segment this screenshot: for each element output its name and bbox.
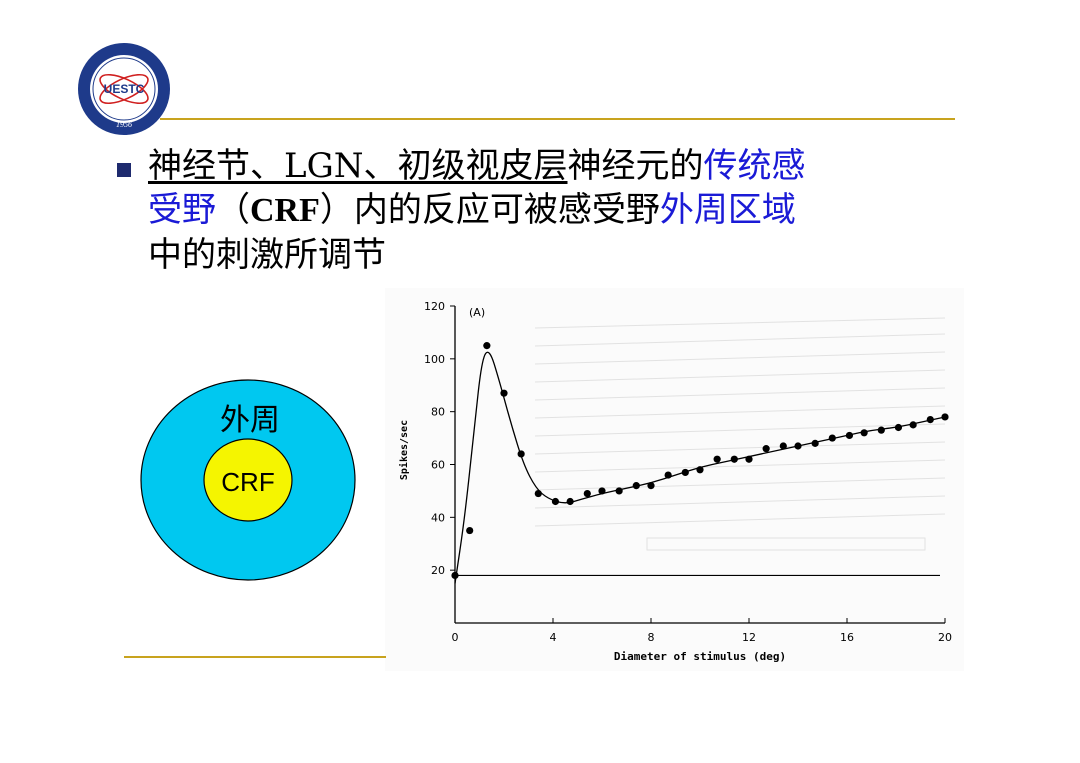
bullet-text: 神经节、LGN、初级视皮层神经元的传统感 受野（CRF）内的反应可被感受野外周区… <box>148 144 948 277</box>
highlight-phrase-3: 外周区域 <box>659 190 796 230</box>
x-tick-label: 0 <box>452 631 459 644</box>
data-point <box>517 450 525 458</box>
y-axis-label: Spikes/sec <box>398 420 410 480</box>
data-point <box>941 413 949 421</box>
data-point <box>794 442 802 450</box>
bullet-line-2: 受野（CRF）内的反应可被感受野外周区域 <box>148 188 948 233</box>
data-point <box>615 487 623 495</box>
data-point <box>534 489 542 498</box>
surround-label: 外周 <box>220 403 280 438</box>
data-point <box>598 487 606 495</box>
plain-phrase-2: ）内的反应可被感受野 <box>319 190 660 230</box>
background-traces <box>534 317 946 551</box>
data-point <box>860 429 868 437</box>
y-tick-label: 120 <box>424 300 445 313</box>
data-point <box>647 482 655 490</box>
data-point <box>483 342 491 350</box>
y-tick-label: 60 <box>431 459 445 472</box>
highlight-phrase-2: 受野 <box>148 190 216 230</box>
data-point <box>730 455 738 463</box>
panel-label: (A) <box>469 306 485 319</box>
data-point <box>500 389 508 397</box>
x-tick-label: 20 <box>938 631 952 644</box>
data-point <box>681 468 689 477</box>
data-point <box>845 431 854 440</box>
data-point <box>745 455 753 463</box>
uestc-logo: UESTC 1956 <box>78 43 170 135</box>
plain-phrase-1: 神经元的 <box>567 146 704 186</box>
y-tick-label: 40 <box>431 511 445 524</box>
data-point <box>664 471 672 479</box>
data-point <box>762 445 770 453</box>
response-vs-diameter-chart: 20 40 60 80 100 120 0 4 8 12 16 20 (A) Diameter of… <box>385 288 964 671</box>
logo-year: 1956 <box>116 120 132 129</box>
y-tick-label: 100 <box>424 353 445 366</box>
crf-label: CRF <box>221 467 274 497</box>
x-tick-label: 16 <box>840 631 854 644</box>
data-point <box>877 426 885 434</box>
header-rule <box>160 118 955 120</box>
data-point <box>811 439 819 447</box>
data-point <box>466 526 474 535</box>
x-tick-label: 4 <box>550 631 557 644</box>
highlight-phrase-1: 传统感 <box>703 146 806 186</box>
x-tick-label: 12 <box>742 631 756 644</box>
data-point <box>451 571 459 580</box>
data-point <box>551 497 560 506</box>
bullet-line-1: 神经节、LGN、初级视皮层神经元的传统感 <box>148 144 948 188</box>
data-point <box>909 421 917 429</box>
y-tick-label: 20 <box>431 564 445 577</box>
data-point <box>926 415 934 424</box>
data-point <box>713 455 721 463</box>
footer-rule <box>124 656 386 658</box>
underlined-phrase: 神经节、LGN、初级视皮层 <box>148 146 568 186</box>
data-point <box>632 482 640 490</box>
data-point <box>828 434 836 442</box>
bullet-marker <box>117 163 131 177</box>
data-point <box>894 423 903 432</box>
y-tick-label: 80 <box>431 406 445 419</box>
open-paren: （ <box>216 190 250 230</box>
data-point <box>779 442 787 450</box>
receptive-field-diagram: 外周 CRF <box>140 379 356 581</box>
data-point <box>696 466 704 474</box>
logo-text: UESTC <box>104 82 145 96</box>
crf-circle <box>203 438 293 522</box>
crf-abbrev: CRF <box>250 192 320 229</box>
data-point <box>566 497 574 506</box>
bullet-line-3: 中的刺激所调节 <box>148 235 386 275</box>
data-point <box>583 489 591 498</box>
x-axis-label: Diameter of stimulus (deg) <box>614 650 786 663</box>
x-tick-label: 8 <box>648 631 655 644</box>
